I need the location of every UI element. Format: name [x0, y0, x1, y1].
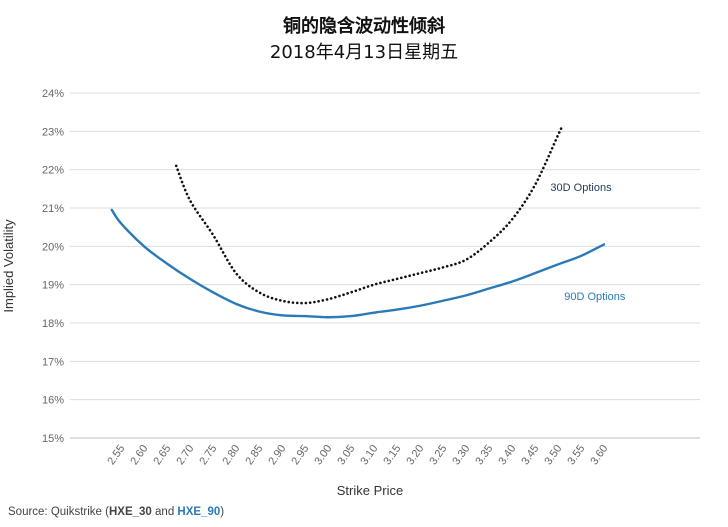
y-tick-label: 15%: [42, 433, 64, 445]
y-tick-label: 20%: [42, 241, 64, 253]
series-label: 30D Options: [550, 182, 612, 194]
source-suffix: ): [220, 506, 225, 518]
grid: [70, 92, 700, 439]
x-tick-label: 3.55: [565, 443, 587, 467]
series-label: 90D Options: [564, 291, 626, 303]
chart-subtitle: 2018年4月13日星期五: [269, 42, 459, 63]
x-tick-label: 2.80: [220, 443, 242, 467]
x-tick-labels: 2.55 2.60 2.65 2.70 2.75 2.80 2.85 2.90 2.95 3.00…: [105, 443, 610, 467]
source-ref-30: HXE_30: [108, 506, 152, 518]
x-tick-label: 2.95: [289, 443, 311, 467]
x-tick-label: 3.30: [450, 443, 472, 467]
y-tick-label: 18%: [42, 318, 64, 330]
source-note: Source: Quikstrike (HXE_30 and HXE_90): [8, 506, 224, 518]
series-line-90d: [110, 208, 606, 319]
x-tick-label: 2.60: [128, 443, 150, 467]
y-axis-title: Implied Volatility: [1, 219, 16, 313]
y-tick-label: 22%: [42, 165, 64, 177]
series-lines: [110, 124, 606, 319]
y-tick-label: 17%: [42, 356, 64, 368]
x-axis-title: Strike Price: [337, 483, 403, 498]
x-tick-label: 2.75: [197, 443, 219, 467]
chart-title: 铜的隐含波动性倾斜: [283, 16, 445, 37]
source-mid: and: [151, 506, 178, 518]
y-tick-label: 16%: [42, 395, 64, 407]
x-tick-label: 2.55: [105, 443, 127, 467]
x-tick-label: 3.60: [588, 443, 610, 467]
y-tick-label: 23%: [42, 126, 64, 138]
y-tick-label: 19%: [42, 280, 64, 292]
x-tick-label: 2.65: [151, 443, 173, 467]
x-tick-label: 3.25: [427, 443, 449, 467]
y-tick-labels: 15% 16% 17% 18% 19% 20% 21% 22% 23% 24%: [42, 88, 64, 445]
series-line-30d: [174, 124, 564, 305]
source-ref-90: HXE_90: [177, 506, 221, 518]
series-labels: 30D Options 90D Options: [550, 182, 625, 303]
x-tick-label: 3.15: [381, 443, 403, 467]
x-tick-label: 2.85: [243, 443, 265, 467]
x-tick-label: 2.70: [174, 443, 196, 467]
x-tick-label: 3.00: [312, 443, 334, 467]
y-tick-label: 24%: [42, 88, 64, 100]
x-tick-label: 3.10: [358, 443, 380, 467]
x-tick-label: 2.90: [266, 443, 288, 467]
x-tick-label: 3.05: [335, 443, 357, 467]
x-tick-label: 3.45: [519, 443, 541, 467]
x-tick-label: 3.20: [404, 443, 426, 467]
x-tick-label: 3.40: [496, 443, 518, 467]
source-prefix: Source: Quikstrike (: [8, 506, 109, 518]
x-tick-label: 3.35: [473, 443, 495, 467]
y-tick-label: 21%: [42, 203, 64, 215]
x-tick-label: 3.50: [542, 443, 564, 467]
